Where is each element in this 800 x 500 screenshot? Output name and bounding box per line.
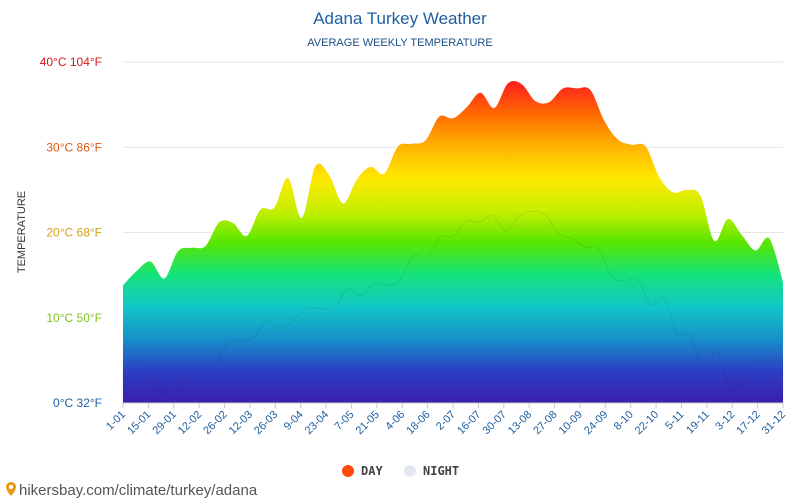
x-tick-label: 17-12	[734, 409, 762, 437]
legend-day-marker	[342, 465, 354, 477]
x-tick-label: 26-03	[252, 409, 280, 437]
legend: DAY NIGHT	[342, 464, 459, 478]
y-axis-ticks: 0°C 32°F 10°C 50°F 20°C 68°F 30°C 86°F 40°C …	[40, 55, 102, 410]
x-tick-label: 31-12	[760, 409, 788, 437]
x-tick-label: 30-07	[481, 409, 509, 437]
x-tick-label: 13-08	[506, 409, 534, 437]
y-tick-label: 0°C 32°F	[53, 396, 102, 410]
x-tick-label: 10-09	[557, 409, 585, 437]
chart-title: Adana Turkey Weather	[313, 9, 487, 28]
x-tick-label: 23-04	[303, 409, 331, 437]
y-tick-label: 30°C 86°F	[46, 140, 102, 154]
x-tick-label: 16-07	[455, 409, 483, 437]
x-tick-label: 12-03	[227, 409, 255, 437]
night-series-area	[122, 210, 784, 404]
x-tick-label: 26-02	[201, 409, 229, 437]
legend-night-marker	[404, 465, 416, 477]
x-tick-label: 21-05	[354, 409, 382, 437]
x-tick-label: 19-11	[684, 409, 712, 437]
x-tick-label: 12-02	[176, 409, 204, 437]
location-pin-icon	[6, 482, 16, 496]
x-tick-label: 24-09	[582, 409, 610, 437]
x-tick-label: 18-06	[404, 409, 432, 437]
x-tick-label: 27-08	[531, 409, 559, 437]
chart-subtitle: AVERAGE WEEKLY TEMPERATURE	[307, 37, 492, 49]
legend-night-label: NIGHT	[423, 464, 459, 478]
source-footer: hikersbay.com/climate/turkey/adana	[6, 482, 258, 499]
x-tick-label: 22-10	[633, 409, 661, 437]
x-tick-label: 5-11	[663, 409, 686, 432]
y-tick-label: 40°C 104°F	[40, 55, 102, 69]
legend-day-label: DAY	[361, 464, 383, 478]
x-tick-label: 29-01	[151, 409, 179, 437]
y-axis-label: TEMPERATURE	[16, 191, 28, 273]
x-tick-label: 15-01	[125, 409, 153, 437]
source-link: hikersbay.com/climate/turkey/adana	[19, 482, 258, 499]
y-tick-label: 20°C 68°F	[46, 226, 102, 240]
y-tick-label: 10°C 50°F	[46, 311, 102, 325]
